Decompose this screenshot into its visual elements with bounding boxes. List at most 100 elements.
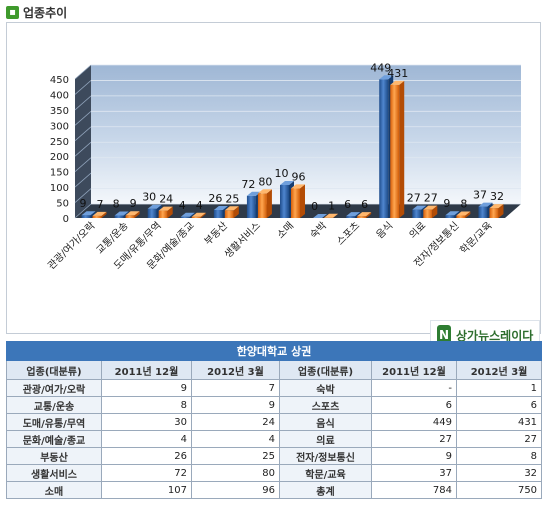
bar-front [291,188,300,218]
bar-top [224,206,239,211]
bar-side [333,213,339,218]
bar-front [445,215,455,218]
value-cell: 72 [101,464,192,482]
bar [191,212,206,218]
category-cell: 숙박 [279,379,372,397]
bar-top [213,205,228,210]
bar [456,211,471,218]
category-cell: 전자/정보통신 [279,447,372,465]
bar-side [189,212,195,218]
y-tick-label: 50 [56,199,69,210]
y-tick-label: 150 [50,168,69,179]
data-label: 10 [275,167,289,180]
value-cell: 9 [101,379,192,397]
value-cell: 80 [191,464,280,482]
bar-side [300,184,305,218]
bar-front [257,193,267,218]
y-tick-label: 300 [50,121,69,132]
data-label: 7 [97,198,104,211]
column-header: 2011년 12월 [371,360,457,380]
bar-front [114,215,124,218]
category-cell: 의료 [279,430,372,448]
bar-front [346,216,356,218]
x-tick-label: 의료 [407,220,429,242]
data-label: 30 [142,191,156,204]
chart-panel: 0 50 100 150 200 250 300 350 400 450 9 7 관광/여가/오락 8 9… [6,22,541,350]
bar [92,211,107,218]
bar-side [123,211,129,218]
section-header: ▪ 업종추이 [6,4,67,20]
data-label: 26 [208,192,222,205]
bar [291,184,305,218]
value-cell: 96 [191,481,280,499]
value-cell: 4 [101,430,192,448]
data-label: 32 [490,190,504,203]
x-tick-label: 학문/교육 [458,220,495,257]
category-cell: 스포츠 [279,396,372,414]
column-header: 업종(대분류) [6,360,102,380]
data-label: 27 [424,192,438,205]
value-cell: 32 [455,464,543,482]
value-cell: 25 [191,447,280,465]
category-cell: 관광/여가/오락 [6,379,102,397]
brand-name: 상가뉴스레이다 [456,328,534,343]
bar-top [379,75,394,80]
bar-side [134,211,140,218]
bar-top [445,211,460,216]
bullet-icon: ▪ [6,5,19,19]
bar-top [246,191,261,196]
bar-front [357,216,367,218]
data-label: 0 [311,200,318,213]
bar-top [390,80,405,85]
data-label: 8 [460,198,467,211]
data-label: 4 [196,199,203,212]
data-label: 96 [292,170,306,183]
bar-front [92,215,102,218]
value-cell: 9 [191,396,280,414]
bar [324,213,339,218]
column-header: 2012년 3월 [455,360,543,380]
bar-top [412,205,427,210]
value-cell: 6 [371,396,457,414]
bar-front [379,79,389,218]
x-tick-label: 음식 [374,220,396,242]
y-tick-label: 100 [50,183,69,194]
data-label: 80 [258,175,272,188]
value-cell: 9 [371,447,457,465]
bar [445,211,460,218]
category-cell: 총계 [279,481,372,499]
table-row: 관광/여가/오락 9 7 숙박 -1 [6,379,543,397]
bar-side [233,206,239,218]
bar-top [346,212,361,217]
table-row: 도매/유통/무역 30 24 음식 449 431 [6,413,543,431]
bar-top [478,202,493,207]
bar-side [399,80,405,218]
x-tick-label: 소매 [275,220,297,242]
bar-side [200,212,206,218]
gridline-side [74,126,92,142]
table-row: 문화/예술/종교 4 4 의료 27 27 [6,430,543,448]
value-cell: 431 [455,413,543,431]
table-row: 교통/운송 8 9 스포츠 6 6 [6,396,543,414]
plot-side-wall [75,65,91,218]
x-tick-label: 부동산 [202,220,230,248]
value-cell: 26 [101,447,192,465]
bar [313,214,328,218]
plot-back-wall [91,65,521,204]
data-label: 9 [80,197,87,210]
table-row: 부동산 26 25 전자/정보통신 9 8 [6,447,543,465]
bar-side [465,211,471,218]
bar-top [357,212,372,217]
bar-top [92,211,107,216]
value-cell: 4 [191,430,280,448]
category-cell: 소매 [6,481,102,499]
x-tick-label: 숙박 [308,220,330,242]
bar-side [454,211,460,218]
bar [423,205,438,218]
y-tick-label: 200 [50,152,69,163]
data-label: 24 [159,193,173,206]
data-label: 9 [443,197,450,210]
value-cell: 30 [101,413,192,431]
bar [180,212,195,218]
bar-top [489,204,504,209]
